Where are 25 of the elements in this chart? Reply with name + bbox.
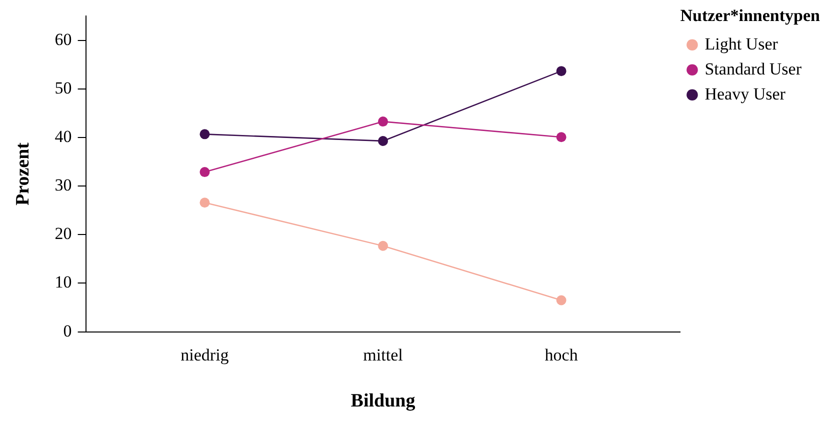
y-tick-label: 60 xyxy=(54,30,72,49)
point xyxy=(200,129,210,140)
y-tick-label: 10 xyxy=(54,272,72,292)
legend-title: Nutzer*innentypen xyxy=(680,6,821,25)
y-tick-label: 20 xyxy=(54,224,72,244)
x-tick-label: hoch xyxy=(544,345,578,364)
point xyxy=(378,116,388,127)
x-axis-title: Bildung xyxy=(350,390,416,412)
point xyxy=(378,136,388,146)
point xyxy=(200,167,210,178)
point xyxy=(556,66,566,76)
legend-label: Light User xyxy=(704,34,778,54)
y-tick-label: 40 xyxy=(54,127,72,146)
point xyxy=(200,198,210,208)
x-tick-label: niedrig xyxy=(180,345,230,364)
point xyxy=(556,132,566,142)
y-tick-label: 30 xyxy=(54,176,72,195)
legend-label: Standard User xyxy=(704,59,802,78)
y-tick-label: 50 xyxy=(54,78,72,98)
y-axis-title: Prozent xyxy=(12,142,34,206)
y-tick-label: 0 xyxy=(63,321,72,340)
point xyxy=(556,295,566,306)
legend-label: Heavy User xyxy=(704,84,786,104)
point xyxy=(378,240,388,251)
x-tick-label: mittel xyxy=(363,345,404,364)
